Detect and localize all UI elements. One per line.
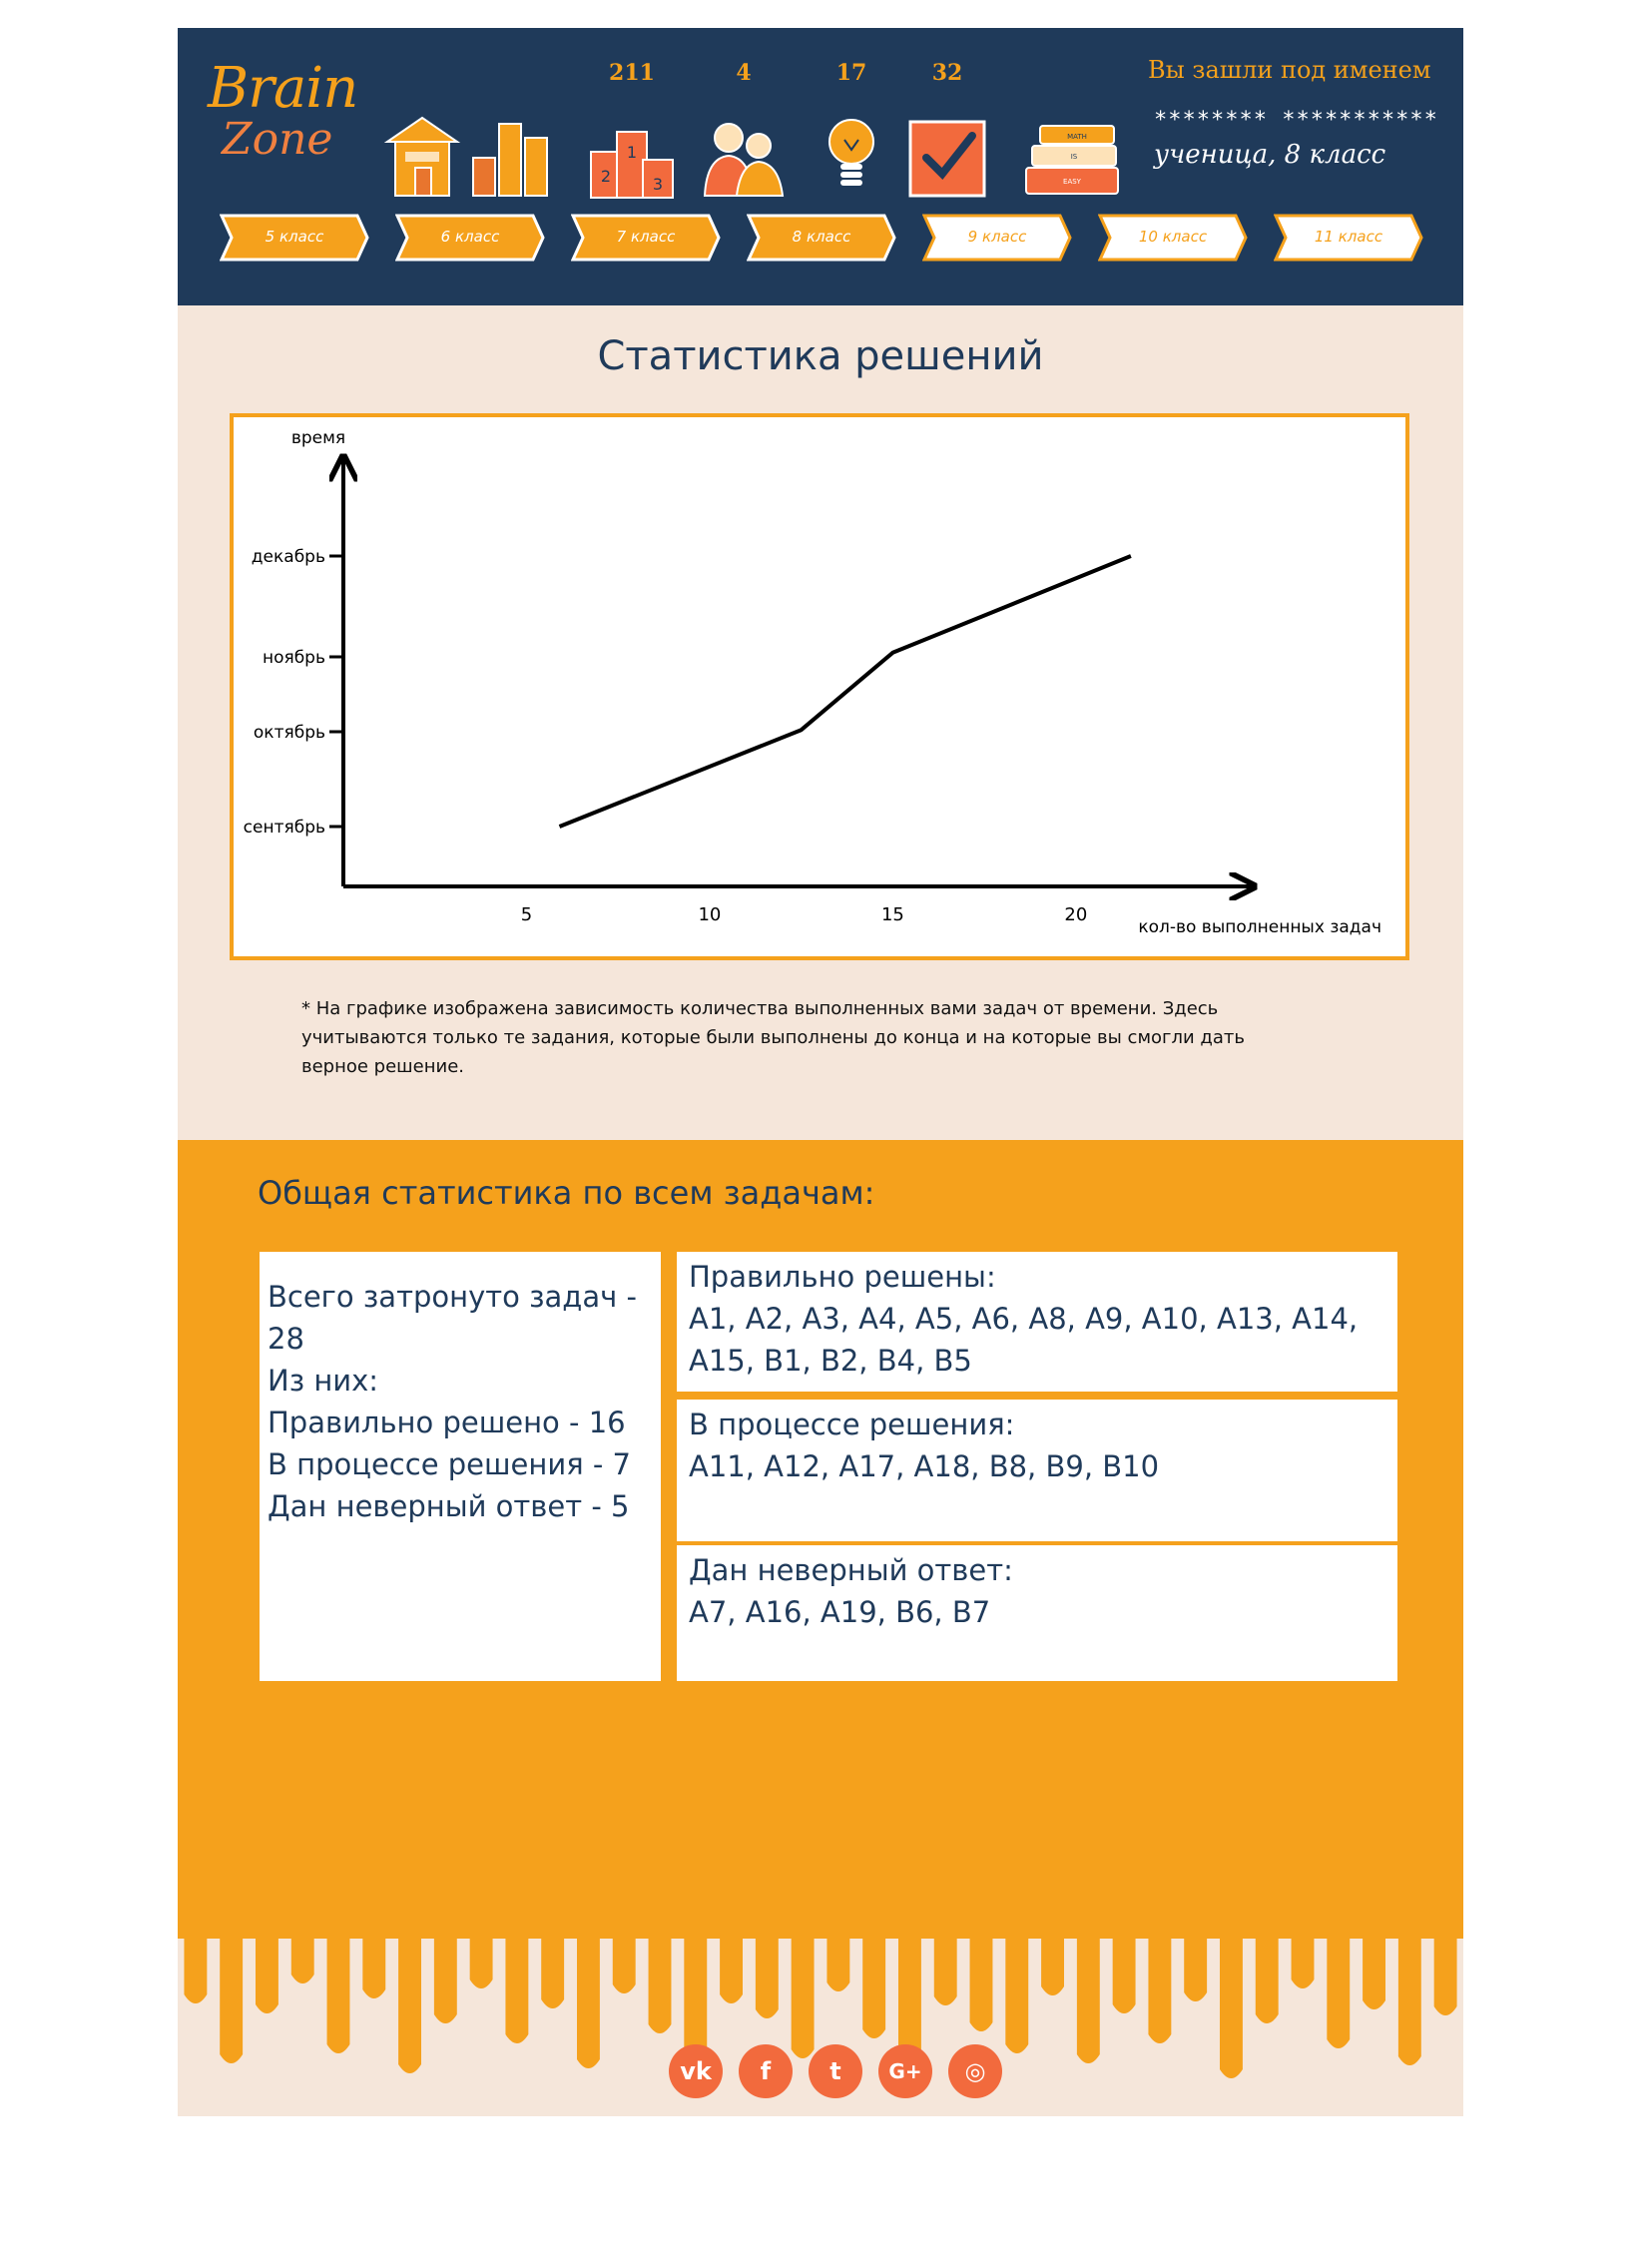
podium-label-1: 1 bbox=[627, 143, 637, 162]
podium-label-3: 3 bbox=[653, 175, 663, 194]
overall-title: Общая статистика по всем задачам: bbox=[258, 1174, 875, 1212]
summary-line: Из них: bbox=[268, 1364, 379, 1398]
y-tick-label: ноябрь bbox=[263, 648, 325, 668]
summary-line: Правильно решено - 16 bbox=[268, 1406, 626, 1439]
grade-tab-5[interactable]: 5 класс bbox=[220, 214, 369, 262]
logo-line1: Brain bbox=[208, 56, 358, 121]
y-axis-label: время bbox=[291, 428, 345, 448]
group-title: Правильно решены: bbox=[689, 1260, 996, 1294]
twitter-icon[interactable]: t bbox=[809, 2044, 862, 2098]
correct-card: Правильно решены: А1, А2, А3, А4, А5, А6… bbox=[677, 1252, 1397, 1392]
grade-tab-10[interactable]: 10 класс bbox=[1098, 214, 1248, 262]
google-plus-icon[interactable]: G+ bbox=[878, 2044, 932, 2098]
group-items: А11, А12, А17, А18, В8, В9, В10 bbox=[689, 1449, 1160, 1483]
grade-tab-11[interactable]: 11 класс bbox=[1274, 214, 1423, 262]
login-mask: ******** *********** bbox=[1154, 108, 1438, 133]
x-tick-label: 20 bbox=[1064, 904, 1087, 925]
in-progress-card: В процессе решения: А11, А12, А17, А18, … bbox=[677, 1400, 1397, 1541]
drip-divider bbox=[178, 1905, 1463, 2083]
header: Brain Zone 211 bbox=[178, 28, 1463, 305]
stat-users: 4 bbox=[736, 60, 752, 86]
podium-label-2: 2 bbox=[601, 167, 611, 186]
logo[interactable]: Brain Zone bbox=[202, 56, 358, 166]
solutions-chart: время кол-во выполненных задач 5 10 15 20 сент… bbox=[230, 413, 1409, 960]
stats-title: Статистика решений bbox=[597, 333, 1044, 379]
x-tick-label: 10 bbox=[698, 904, 721, 925]
series-line bbox=[558, 554, 1132, 829]
books-icon[interactable]: MATH IS EASY bbox=[1020, 112, 1130, 202]
instagram-icon[interactable]: ◎ bbox=[948, 2044, 1002, 2098]
login-label: Вы зашли под именем bbox=[1148, 56, 1431, 84]
summary-line: Дан неверный ответ - 5 bbox=[268, 1489, 630, 1523]
grade-tab-8[interactable]: 8 класс bbox=[747, 214, 896, 262]
podium-icon[interactable]: 1 2 3 bbox=[587, 112, 677, 202]
grade-tab-7[interactable]: 7 класс bbox=[571, 214, 721, 262]
grade-tab-label: 7 класс bbox=[616, 228, 676, 246]
grade-tab-label: 6 класс bbox=[440, 228, 500, 246]
grade-tab-6[interactable]: 6 класс bbox=[395, 214, 545, 262]
social-links: vk f t G+ ◎ bbox=[178, 2044, 1463, 2100]
group-items: А1, А2, А3, А4, А5, А6, А8, А9, А10, А13… bbox=[689, 1302, 1359, 1378]
book-label-easy: EASY bbox=[1063, 178, 1082, 186]
summary-line: Всего затронуто задач - 28 bbox=[268, 1280, 637, 1356]
lightbulb-icon[interactable] bbox=[807, 112, 896, 202]
stat-checkbox: 32 bbox=[931, 60, 963, 86]
x-axis-label: кол-во выполненных задач bbox=[1138, 917, 1381, 937]
bar-chart-icon[interactable] bbox=[465, 112, 555, 202]
y-tick-label: сентябрь bbox=[244, 818, 325, 838]
grade-tabs: 5 класс 6 класс 7 класс 8 класс 9 класс … bbox=[220, 214, 1463, 264]
group-title: В процессе решения: bbox=[689, 1408, 1015, 1441]
logo-line2: Zone bbox=[222, 114, 333, 165]
stat-podium: 211 bbox=[609, 60, 655, 86]
group-items: А7, А16, А19, В6, В7 bbox=[689, 1595, 991, 1629]
vk-icon[interactable]: vk bbox=[669, 2044, 723, 2098]
drip-shape bbox=[178, 1905, 1463, 2083]
summary-line: В процессе решения - 7 bbox=[268, 1447, 631, 1481]
chart-svg: время кол-во выполненных задач 5 10 15 20 сент… bbox=[244, 428, 1381, 937]
grade-tab-9[interactable]: 9 класс bbox=[922, 214, 1072, 262]
page: Brain Zone 211 bbox=[178, 28, 1463, 2116]
grade-tab-label: 11 класс bbox=[1314, 228, 1383, 246]
summary-card: Всего затронуто задач - 28 Из них: Прави… bbox=[260, 1252, 661, 1681]
wrong-card: Дан неверный ответ: А7, А16, А19, В6, В7 bbox=[677, 1545, 1397, 1681]
book-label-is: IS bbox=[1071, 153, 1078, 161]
chart-note: * На графике изображена зависимость коли… bbox=[301, 998, 1245, 1077]
home-icon[interactable] bbox=[377, 112, 467, 202]
grade-tab-label: 9 класс bbox=[967, 228, 1027, 246]
grade-tab-label: 10 класс bbox=[1138, 228, 1208, 246]
checkbox-icon[interactable] bbox=[902, 112, 992, 202]
facebook-icon[interactable]: f bbox=[739, 2044, 793, 2098]
book-label-math: MATH bbox=[1067, 133, 1087, 141]
x-tick-label: 5 bbox=[521, 904, 532, 925]
grade-tab-label: 5 класс bbox=[265, 228, 324, 246]
grade-tab-label: 8 класс bbox=[792, 228, 851, 246]
users-icon[interactable] bbox=[699, 112, 789, 202]
x-tick-label: 15 bbox=[881, 904, 904, 925]
login-user[interactable]: ученица, 8 класс bbox=[1154, 140, 1386, 170]
stat-lightbulb: 17 bbox=[835, 60, 867, 86]
group-title: Дан неверный ответ: bbox=[689, 1553, 1013, 1587]
y-tick-label: декабрь bbox=[252, 547, 325, 567]
y-tick-label: октябрь bbox=[254, 723, 325, 743]
